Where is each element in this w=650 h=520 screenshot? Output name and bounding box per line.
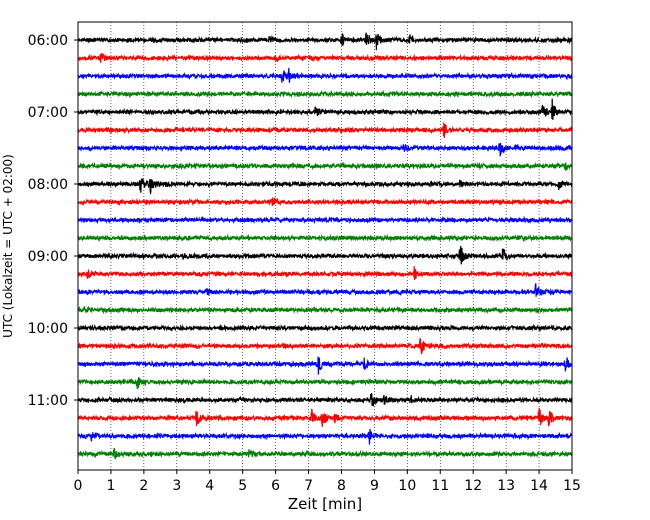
trace-1145	[77, 447, 573, 460]
y-tick-label: 08:00	[28, 177, 68, 193]
x-tick-label: 14	[530, 478, 548, 494]
x-tick-label: 7	[304, 478, 313, 494]
trace-0930	[77, 283, 573, 297]
y-axis-label: UTC (Lokalzeit = UTC + 02:00)	[1, 154, 15, 338]
x-tick-label: 5	[238, 478, 247, 494]
trace-1000	[77, 323, 573, 333]
trace-0915	[77, 266, 573, 281]
trace-0900	[77, 245, 573, 265]
x-tick-label: 2	[139, 478, 148, 494]
x-tick-label: 8	[337, 478, 346, 494]
trace-0730	[77, 142, 573, 157]
x-tick-label: 1	[106, 478, 115, 494]
x-tick-label: 3	[172, 478, 181, 494]
trace-0815	[77, 197, 573, 207]
trace-1100	[77, 393, 573, 407]
trace-0800	[77, 178, 573, 196]
x-tick-label: 4	[205, 478, 214, 494]
y-axis-ticks: 06:00 07:00 08:00 09:00 10:00 11:00	[28, 33, 78, 409]
y-tick-label: 06:00	[28, 33, 68, 49]
x-tick-label: 0	[74, 478, 83, 494]
trace-0715	[77, 122, 573, 138]
x-axis-ticks: 0 1 2 3 4 5 6 7 8 9 10 11 12 13 14 15	[74, 470, 581, 494]
x-tick-label: 6	[271, 478, 280, 494]
x-tick-label: 13	[497, 478, 515, 494]
trace-0630	[77, 67, 573, 83]
y-tick-label: 07:00	[28, 105, 68, 121]
x-tick-label: 11	[431, 478, 449, 494]
x-tick-label: 12	[464, 478, 482, 494]
plot-frame	[77, 21, 573, 471]
trace-0945	[77, 305, 573, 315]
trace-0645	[77, 89, 573, 99]
x-tick-label: 15	[563, 478, 581, 494]
trace-1130	[77, 428, 573, 445]
y-tick-label: 09:00	[28, 249, 68, 265]
trace-0615	[77, 52, 573, 63]
x-axis-label: Zeit [min]	[288, 495, 362, 513]
trace-group	[77, 32, 573, 460]
trace-0845	[77, 233, 573, 243]
trace-1115	[77, 407, 573, 427]
y-tick-label: 11:00	[28, 393, 68, 409]
trace-1015	[77, 338, 573, 355]
trace-0600	[77, 32, 573, 51]
trace-0700	[77, 98, 573, 121]
y-tick-label: 10:00	[28, 321, 68, 337]
x-tick-label: 10	[398, 478, 416, 494]
trace-0830	[77, 215, 573, 225]
trace-0745	[77, 161, 573, 172]
trace-1045	[77, 377, 573, 390]
x-tick-label: 9	[370, 478, 379, 494]
trace-1030	[77, 356, 573, 375]
